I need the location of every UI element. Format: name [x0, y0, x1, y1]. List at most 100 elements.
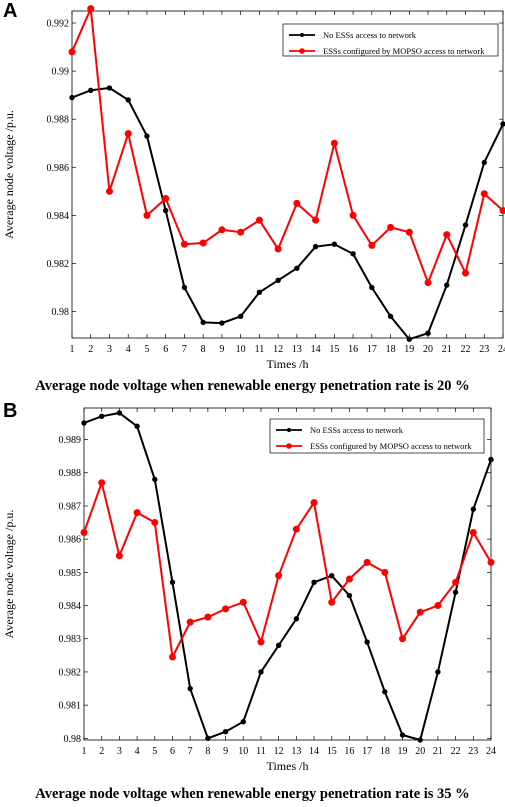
x-tick-label: 9 — [223, 746, 228, 757]
data-point — [88, 87, 94, 94]
data-point — [255, 216, 263, 224]
x-tick-label: 8 — [205, 746, 210, 757]
x-tick-label: 15 — [327, 746, 337, 757]
chart-caption: Average node voltage when renewable ener… — [35, 786, 470, 802]
y-tick-label: 0.983 — [59, 634, 82, 645]
data-point — [417, 737, 423, 743]
x-tick-label: 6 — [170, 746, 175, 757]
data-point — [222, 605, 230, 613]
data-point — [387, 223, 395, 231]
data-point — [152, 476, 158, 483]
data-point — [350, 251, 356, 257]
x-tick-label: 5 — [144, 344, 149, 355]
x-tick-label: 7 — [188, 746, 193, 757]
data-point — [237, 313, 244, 320]
data-point — [488, 456, 494, 463]
data-point — [368, 241, 376, 249]
x-tick-label: 14 — [309, 746, 319, 757]
data-point — [462, 222, 469, 228]
y-tick-label: 0.984 — [47, 211, 70, 222]
x-tick-label: 12 — [273, 344, 283, 355]
panel-letter: A — [3, 0, 18, 22]
data-point — [329, 572, 335, 579]
y-tick-label: 0.986 — [59, 535, 82, 546]
data-point — [382, 689, 388, 695]
data-point — [481, 159, 487, 166]
data-point — [204, 613, 212, 621]
data-point — [237, 228, 245, 236]
line-chart-b: 1 2 3 4 5 6 7 8 9 10 11 12 13 14 15 16 17 18 19 20 21 22 23 240… — [2, 407, 496, 773]
x-tick-label: 17 — [367, 344, 377, 355]
data-point — [240, 719, 246, 725]
y-tick-label: 0.988 — [59, 468, 82, 479]
y-tick-label: 0.985 — [59, 568, 82, 579]
data-point — [311, 579, 317, 586]
data-point — [292, 525, 300, 533]
legend: No ESSs access to network ESSs configured… — [282, 23, 499, 57]
data-point — [124, 130, 132, 138]
panel-letter: B — [3, 400, 18, 422]
data-point — [186, 618, 194, 626]
y-tick-label: 0.98 — [52, 307, 70, 318]
data-point — [200, 319, 206, 326]
y-tick-label: 0.98 — [64, 734, 82, 745]
data-point — [487, 558, 495, 566]
legend-marker — [286, 443, 292, 449]
y-axis-label: Average node voltage /p.u. — [2, 510, 16, 639]
data-point — [168, 653, 176, 661]
y-tick-label: 0.986 — [47, 163, 70, 174]
data-point — [181, 284, 188, 291]
x-tick-label: 4 — [126, 344, 131, 355]
x-tick-label: 18 — [386, 344, 396, 355]
data-point — [293, 616, 300, 622]
data-point — [169, 579, 176, 586]
data-point — [143, 211, 151, 219]
data-point — [387, 313, 394, 320]
plot-area — [83, 407, 492, 741]
x-tick-label: 21 — [442, 344, 452, 355]
x-tick-label: 24 — [498, 344, 505, 355]
data-point — [275, 642, 282, 649]
data-point — [331, 241, 338, 247]
data-point — [346, 592, 353, 599]
data-point — [499, 207, 505, 215]
data-point — [239, 598, 247, 606]
data-point — [98, 479, 106, 487]
data-point — [349, 211, 357, 219]
data-point — [275, 572, 283, 580]
data-point — [106, 85, 113, 91]
line-chart-a: 1234567891011121314151617181920212223240… — [2, 4, 505, 371]
legend-label: ESSs configured by MOPSO access to netwo… — [323, 46, 485, 56]
x-tick-label: 12 — [274, 746, 284, 757]
x-axis-label: Times /h — [267, 357, 309, 371]
data-point — [328, 598, 336, 606]
legend-box — [282, 23, 499, 57]
legend: No ESSs access to network ESSs configured… — [269, 418, 485, 454]
legend-marker — [287, 428, 291, 432]
data-point — [330, 139, 338, 147]
data-point — [399, 732, 406, 738]
data-point — [218, 226, 226, 234]
data-point — [480, 190, 488, 198]
x-tick-label: 22 — [451, 746, 461, 757]
data-point — [258, 669, 264, 675]
x-tick-label: 19 — [398, 746, 408, 757]
data-point — [293, 199, 301, 207]
data-point — [219, 320, 225, 326]
y-tick-label: 0.992 — [47, 19, 70, 30]
legend-marker — [300, 33, 304, 37]
x-tick-label: 10 — [238, 746, 248, 757]
data-point — [363, 558, 371, 566]
data-point — [312, 243, 319, 250]
x-tick-label: 2 — [88, 344, 93, 355]
data-point — [424, 279, 432, 287]
y-tick-label: 0.982 — [59, 667, 82, 678]
data-point — [199, 239, 207, 247]
x-tick-label: 9 — [219, 344, 224, 355]
x-tick-label: 3 — [117, 746, 122, 757]
data-point — [364, 639, 370, 645]
data-point — [500, 121, 505, 127]
legend-marker — [299, 48, 305, 54]
x-tick-label: 1 — [82, 746, 87, 757]
data-point — [369, 284, 375, 291]
